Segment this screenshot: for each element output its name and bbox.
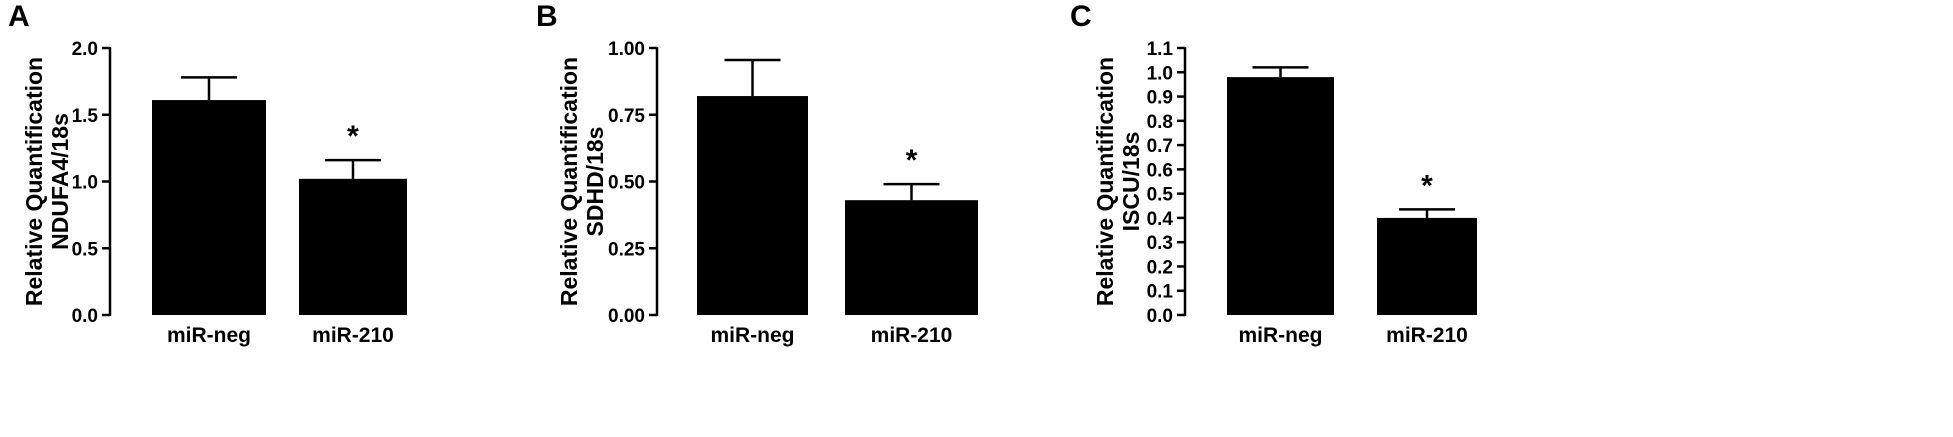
y-tick-label: 0.8 (1147, 112, 1173, 133)
significance-star: * (906, 144, 918, 177)
bar-mir-210 (1377, 217, 1477, 315)
category-label: miR-neg (1239, 324, 1323, 347)
bar-mir-neg (1227, 77, 1334, 315)
category-label: miR-210 (312, 324, 394, 347)
y-axis-title: Relative Quantification (1092, 57, 1118, 306)
y-axis-title-secondary: SDHD/18s (582, 127, 608, 237)
y-tick-label: 0.50 (608, 173, 645, 194)
panel-letter: C (1070, 0, 1092, 33)
y-tick-label: 0.0 (72, 306, 98, 327)
y-tick-label: 0.2 (1147, 257, 1173, 278)
chart-panel-b: B Relative Quantification SDHD/18s 0.00 0.25… (536, 0, 978, 347)
y-tick-label: 0.1 (1147, 282, 1174, 303)
category-label: miR-210 (1386, 324, 1468, 347)
y-tick-label: 0.9 (1147, 88, 1173, 109)
y-tick-label: 0.3 (1147, 233, 1173, 254)
y-axis-title-secondary: NDUFA4/18s (47, 113, 73, 250)
y-tick-label: 0.75 (608, 106, 645, 127)
panel-letter: B (536, 0, 558, 33)
y-tick-label: 0.00 (608, 306, 645, 327)
y-tick-label: 1.1 (1147, 39, 1174, 60)
y-tick-label: 0.7 (1147, 136, 1173, 157)
y-tick-label: 1.0 (72, 173, 98, 194)
significance-star: * (1421, 169, 1433, 202)
category-label: miR-neg (167, 324, 251, 347)
significance-star: * (347, 120, 359, 153)
y-axis-title: Relative Quantification (21, 57, 47, 306)
y-tick-label: 0.25 (608, 239, 645, 260)
y-tick-label: 0.0 (1147, 306, 1173, 327)
y-tick-label: 1.0 (1147, 63, 1173, 84)
panel-letter: A (8, 0, 30, 33)
y-tick-label: 0.5 (1147, 185, 1174, 206)
y-axis-title: Relative Quantification (556, 57, 582, 306)
chart-panel-a: A Relative Quantification NDUFA4/18s 0.0 0.5… (8, 0, 407, 347)
bar-mir-210 (845, 200, 978, 315)
bar-mir-neg (697, 96, 808, 315)
y-tick-label: 0.6 (1147, 160, 1173, 181)
bar-mir-neg (152, 100, 266, 315)
y-tick-label: 0.5 (72, 239, 99, 260)
y-tick-label: 1.5 (72, 106, 99, 127)
y-tick-label: 1.00 (608, 39, 645, 60)
y-tick-label: 0.4 (1147, 209, 1174, 230)
category-label: miR-210 (871, 324, 953, 347)
bar-mir-210 (299, 178, 407, 315)
y-tick-label: 2.0 (72, 39, 98, 60)
y-axis-title-secondary: ISCU/18s (1118, 132, 1144, 232)
category-label: miR-neg (711, 324, 795, 347)
